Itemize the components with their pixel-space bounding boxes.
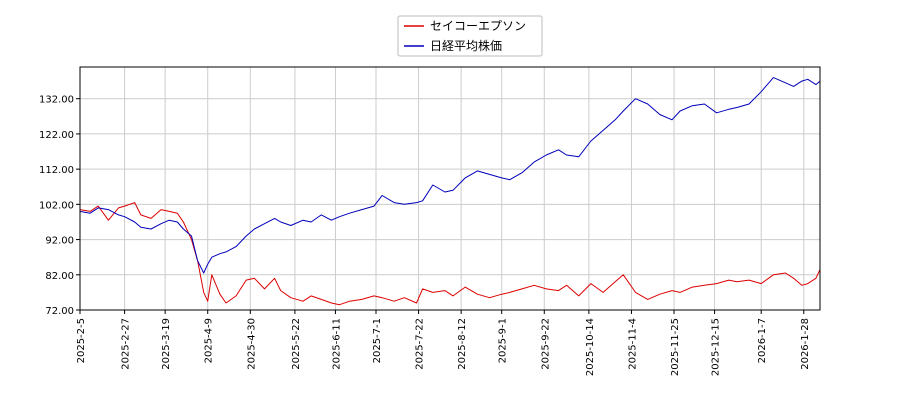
x-tick-label: 2025-7-1 <box>372 318 383 363</box>
x-tick-label: 2025-12-15 <box>711 318 722 376</box>
legend-label-nikkei-225: 日経平均株価 <box>430 38 502 53</box>
y-tick-label: 132.00 <box>39 95 74 106</box>
series-line-nikkei-225 <box>79 77 821 274</box>
x-tick-label: 2025-2-27 <box>121 318 132 370</box>
x-tick-label: 2025-4-9 <box>204 318 215 363</box>
x-tick-label: 2026-1-28 <box>800 318 811 370</box>
x-tick-label: 2025-4-30 <box>246 318 257 370</box>
y-tick-label: 92.00 <box>45 236 74 247</box>
y-tick-label: 102.00 <box>39 200 74 211</box>
x-tick-label: 2025-10-14 <box>585 318 596 376</box>
plot-frame <box>79 66 821 311</box>
series-layer <box>79 77 821 306</box>
x-tick-label: 2025-3-19 <box>161 318 172 370</box>
x-tick-label: 2025-9-22 <box>540 318 551 370</box>
legend-box <box>397 15 543 57</box>
grid-lines <box>79 67 820 311</box>
x-tick-label: 2025-11-25 <box>670 318 681 376</box>
x-axis: 2025-2-5 2025-2-27 2025-3-19 2025-4-9 2025-4… <box>76 310 811 376</box>
y-axis: 72.00 82.00 92.00 102.00 112.00 122.00 132.00 <box>39 95 80 317</box>
legend-label-seiko-epson: セイコーエプソン <box>430 19 526 33</box>
y-tick-label: 122.00 <box>39 130 74 141</box>
x-tick-label: 2025-6-11 <box>331 318 342 370</box>
legend: セイコーエプソン 日経平均株価 <box>397 15 543 57</box>
x-tick-label: 2025-8-12 <box>457 318 468 370</box>
x-tick-label: 2025-5-22 <box>291 318 302 370</box>
x-tick-label: 2025-2-5 <box>76 318 87 363</box>
x-tick-label: 2026-1-7 <box>757 318 768 363</box>
x-tick-label: 2025-7-22 <box>415 318 426 370</box>
series-line-seiko-epson <box>79 202 821 306</box>
y-tick-label: 72.00 <box>45 306 74 317</box>
x-tick-label: 2025-9-1 <box>498 318 509 363</box>
x-tick-label: 2025-11-4 <box>627 318 638 370</box>
y-tick-label: 112.00 <box>39 165 74 176</box>
y-tick-label: 82.00 <box>45 271 74 282</box>
